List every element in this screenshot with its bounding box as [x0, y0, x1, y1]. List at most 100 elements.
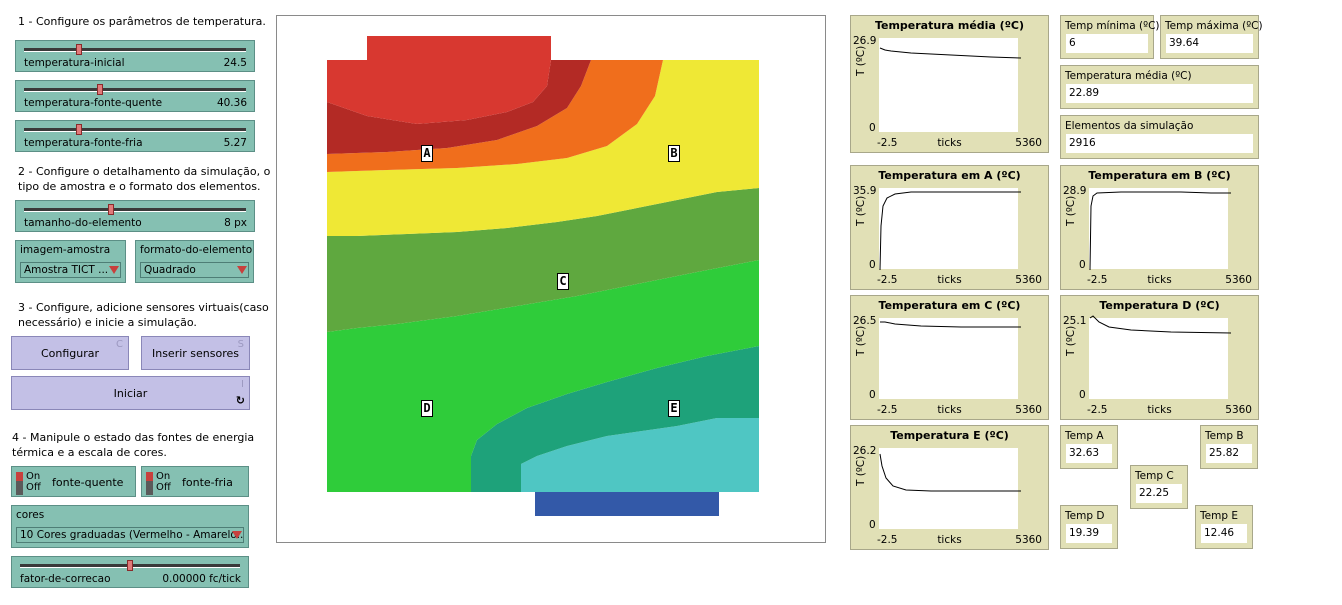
sensor-a-marker[interactable]: A: [421, 145, 433, 162]
slider-track[interactable]: [24, 208, 246, 212]
switch-off-label: Off: [156, 482, 171, 493]
slider-label: temperatura-inicial: [24, 57, 125, 69]
sensor-d-marker[interactable]: D: [421, 400, 433, 417]
slider-value: 0.00000 fc/tick: [162, 573, 241, 585]
step3-caption-line1: 3 - Configure, adicione sensores virtuai…: [18, 301, 269, 314]
slider-knob[interactable]: [75, 44, 82, 55]
slider-label: fator-de-correcao: [20, 573, 111, 585]
plot-ylabel: T (ºC): [855, 455, 867, 486]
cores-chooser[interactable]: cores 10 Cores graduadas (Vermelho - Ama…: [11, 505, 249, 548]
slider-track[interactable]: [24, 128, 246, 132]
plot-area[interactable]: [879, 318, 1018, 399]
plot-temperatura-b[interactable]: Temperatura em B (ºC) 28.9 0 T (ºC) -2.5…: [1060, 165, 1259, 290]
plot-area[interactable]: [879, 38, 1018, 132]
chooser-label: formato-do-elemento: [140, 244, 253, 256]
plot-line: [880, 321, 1021, 328]
temperatura-fonte-fria-slider[interactable]: temperatura-fonte-fria 5.27: [15, 120, 255, 152]
plot-ymin: 0: [869, 259, 876, 271]
fator-de-correcao-slider[interactable]: fator-de-correcao 0.00000 fc/tick: [11, 556, 249, 588]
imagem-amostra-chooser[interactable]: imagem-amostra Amostra TICT ...: [15, 240, 126, 283]
monitor-label: Temp A: [1065, 430, 1104, 442]
plot-xmax: 5360: [1015, 404, 1042, 416]
plot-xmax: 5360: [1015, 274, 1042, 286]
plot-temperatura-e[interactable]: Temperatura E (ºC) 26.2 0 T (ºC) -2.5 ti…: [850, 425, 1049, 550]
slider-track[interactable]: [24, 88, 246, 92]
shortcut-key: S: [237, 339, 244, 350]
plot-xmin: -2.5: [877, 274, 898, 286]
chevron-down-icon[interactable]: [237, 266, 247, 274]
plot-temperatura-c[interactable]: Temperatura em C (ºC) 26.5 0 T (ºC) -2.5…: [850, 295, 1049, 420]
simulation-view[interactable]: A B C D E: [276, 15, 826, 543]
monitor-label: Temp C: [1135, 470, 1174, 482]
plot-area[interactable]: [1089, 188, 1228, 269]
plot-xlabel: ticks: [1147, 274, 1172, 286]
button-label: Iniciar: [113, 387, 148, 400]
monitor-label: Temp mínima (ºC): [1065, 20, 1160, 32]
temperatura-fonte-quente-slider[interactable]: temperatura-fonte-quente 40.36: [15, 80, 255, 112]
configurar-button[interactable]: Configurar C: [11, 336, 129, 370]
monitor-label: Temp E: [1200, 510, 1238, 522]
monitor-elementos-simulacao: Elementos da simulação 2916: [1060, 115, 1259, 159]
formato-do-elemento-chooser[interactable]: formato-do-elemento Quadrado: [135, 240, 254, 283]
chevron-down-icon[interactable]: [109, 266, 119, 274]
shortcut-key: I: [241, 379, 244, 390]
chevron-down-icon[interactable]: [232, 531, 242, 539]
plot-xlabel: ticks: [937, 137, 962, 149]
plot-temperatura-media[interactable]: Temperatura média (ºC) 26.9 0 T (ºC) -2.…: [850, 15, 1049, 153]
monitor-value: 25.82: [1206, 444, 1252, 463]
switch-on-label: On: [156, 471, 171, 482]
plot-xmin: -2.5: [1087, 274, 1108, 286]
slider-track[interactable]: [24, 48, 246, 52]
temperature-bands: [327, 36, 759, 516]
band-yellow: [327, 60, 759, 236]
plot-xmax: 5360: [1225, 404, 1252, 416]
slider-knob[interactable]: [108, 204, 115, 215]
monitor-label: Elementos da simulação: [1065, 120, 1194, 132]
sensor-e-marker[interactable]: E: [668, 400, 680, 417]
switch-on-label: On: [26, 471, 41, 482]
monitor-value: 22.25: [1136, 484, 1182, 503]
chooser-value[interactable]: 10 Cores graduadas (Vermelho - Amarelo..…: [16, 527, 244, 543]
inserir-sensores-button[interactable]: Inserir sensores S: [141, 336, 250, 370]
plot-ymin: 0: [869, 122, 876, 134]
band-green: [327, 260, 759, 492]
plot-xmax: 5360: [1015, 137, 1042, 149]
slider-knob[interactable]: [127, 560, 133, 571]
tamanho-do-elemento-slider[interactable]: tamanho-do-elemento 8 px: [15, 200, 255, 232]
plot-area[interactable]: [879, 188, 1018, 269]
plot-xlabel: ticks: [937, 534, 962, 546]
plot-line: [879, 453, 1021, 492]
switch-state: On Off: [156, 471, 171, 493]
switch-label: fonte-quente: [52, 476, 124, 489]
monitor-value: 12.46: [1201, 524, 1247, 543]
fonte-quente-switch[interactable]: On Off fonte-quente: [11, 466, 136, 497]
temperatura-inicial-slider[interactable]: temperatura-inicial 24.5: [15, 40, 255, 72]
plot-temperatura-d[interactable]: Temperatura D (ºC) 25.1 0 T (ºC) -2.5 ti…: [1060, 295, 1259, 420]
step4-caption-line1: 4 - Manipule o estado das fontes de ener…: [12, 431, 255, 444]
band-orange: [327, 60, 663, 172]
plot-ymax: 28.9: [1063, 185, 1087, 197]
monitor-temp-a: Temp A 32.63: [1060, 425, 1118, 469]
chooser-value[interactable]: Quadrado: [140, 262, 249, 278]
plot-ymax: 26.9: [853, 35, 877, 47]
switch-state: On Off: [26, 471, 41, 493]
monitor-temp-minima: Temp mínima (ºC) 6: [1060, 15, 1160, 59]
heatmap[interactable]: [277, 16, 825, 542]
step4-caption-line2: térmica e a escala de cores.: [12, 446, 167, 459]
band-cyan: [521, 418, 759, 492]
iniciar-button[interactable]: Iniciar I ↻: [11, 376, 250, 410]
slider-knob[interactable]: [97, 84, 104, 95]
sensor-b-marker[interactable]: B: [668, 145, 680, 162]
slider-knob[interactable]: [75, 124, 82, 135]
switch-lever-icon[interactable]: [146, 472, 153, 495]
fonte-fria-switch[interactable]: On Off fonte-fria: [141, 466, 249, 497]
slider-value: 40.36: [216, 97, 247, 109]
plot-temperatura-a[interactable]: Temperatura em A (ºC) 35.9 0 T (ºC) -2.5…: [850, 165, 1049, 290]
monitor-temp-maxima: Temp máxima (ºC) 39.64: [1160, 15, 1263, 59]
plot-ylabel: T (ºC): [855, 325, 867, 356]
chooser-value[interactable]: Amostra TICT ...: [20, 262, 121, 278]
plot-ymin: 0: [869, 519, 876, 531]
sensor-c-marker[interactable]: C: [557, 273, 569, 290]
switch-lever-icon[interactable]: [16, 472, 23, 495]
slider-value: 5.27: [223, 137, 247, 149]
